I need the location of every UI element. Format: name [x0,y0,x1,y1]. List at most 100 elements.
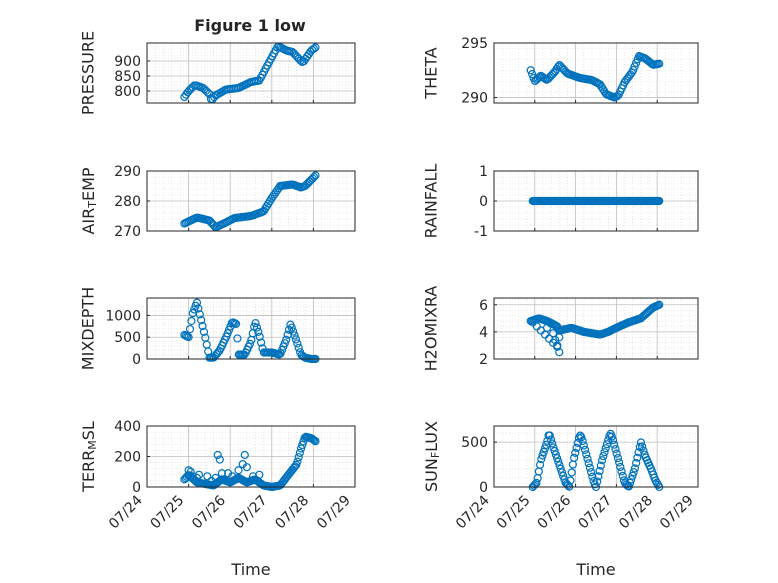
subplot-h2omixra: 2 4 6 H2OMIXRA [422,286,699,371]
data-point [294,343,303,352]
data-point [544,334,554,343]
y-tick-label: 500 [114,330,141,346]
data-point [583,454,592,463]
y-tick-label: 280 [114,194,141,210]
axes-frame [146,170,356,232]
data-point [615,458,624,467]
data-point [577,433,586,442]
data-point [528,70,537,79]
y-tick-label: 270 [114,224,141,240]
data-point [187,316,196,326]
data-point [563,481,573,490]
subplot-rainfall: -1 0 1 RAINFALL [422,164,699,240]
data-point [607,432,616,441]
data-point [570,453,579,462]
data-point [655,59,664,68]
data-point [290,331,299,340]
data-point [311,437,320,446]
data-point [612,449,621,458]
axes-frame [493,170,699,232]
data-point [532,322,541,331]
data-point [213,348,222,357]
y-tick-label: 295 [461,36,488,52]
data-point [547,319,556,328]
x-axis-label: Time [230,560,270,579]
figure-title: Figure 1 low [194,16,306,35]
data-point [290,462,300,471]
plot-area [494,43,698,103]
data-point [195,310,204,319]
data-point [588,472,597,481]
data-point [291,335,301,344]
y-axis-label: MIXDEPTH [79,287,98,370]
axes-frame [493,297,699,360]
data-point [613,453,622,463]
y-tick-label: -1 [474,224,488,240]
data-point [529,481,539,490]
data-point [572,443,581,452]
data-point [198,321,207,331]
data-point [228,472,237,481]
data-point [255,470,264,479]
y-tick-label: 1 [479,164,488,180]
x-axis-label: Time [575,560,615,579]
data-point [203,472,212,481]
data-point [526,66,535,75]
y-axis-label: PRESSURE [79,31,98,115]
data-point [567,468,576,477]
data-point [594,472,603,481]
data-point [629,65,638,75]
data-point [535,460,545,469]
data-point [309,172,319,182]
y-tick-label: 290 [114,164,141,180]
data-point [240,450,249,460]
data-point [628,471,637,480]
data-point [550,446,559,456]
data-point [234,466,243,475]
y-tick-label: 200 [114,450,141,466]
data-point [595,466,604,476]
axes-frame [146,42,356,104]
data-point [617,467,626,476]
data-point [194,304,203,313]
data-point [618,471,627,481]
data-point [630,464,640,473]
data-point [584,459,593,468]
data-point [252,323,262,332]
y-tick-label: 900 [114,54,141,70]
data-point [585,463,595,472]
data-point [310,436,319,445]
data-point [599,452,608,461]
data-point [184,466,193,475]
data-point [624,482,633,491]
data-point [627,475,636,484]
data-point [616,462,625,472]
y-tick-label: 400 [114,419,141,435]
data-point [538,451,547,460]
data-point [311,171,320,180]
data-point [545,431,554,440]
y-tick-label: 800 [114,84,141,100]
data-point [542,323,552,332]
y-tick-label: 0 [132,480,141,496]
data-point [578,436,587,446]
data-point [242,463,251,472]
y-axis-label: THETA [422,47,441,99]
data-point [275,350,284,359]
data-point [296,56,305,65]
data-point [629,468,638,477]
data-point [555,461,564,470]
data-point [535,72,544,82]
axes-frame [493,42,699,104]
data-point [296,444,306,453]
data-point [610,440,619,449]
data-point [600,448,609,457]
y-tick-label: 0 [479,194,488,210]
data-point [579,441,588,450]
data-point [552,454,562,463]
data-point [582,450,591,459]
data-point [636,438,646,447]
data-point [542,440,551,449]
data-point [254,327,263,337]
